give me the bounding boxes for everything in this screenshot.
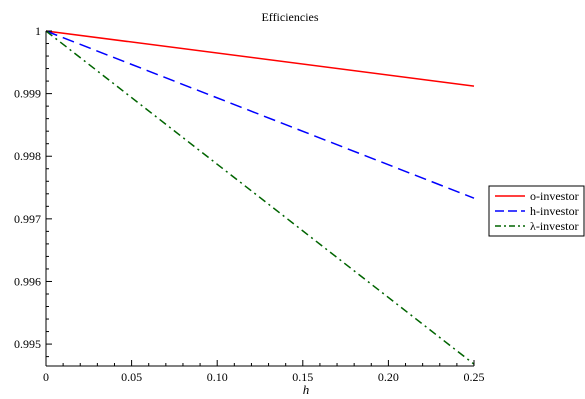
x-axis-label: h: [303, 382, 310, 397]
y-tick-label: 1: [35, 24, 41, 38]
series-line-2: [45, 30, 475, 199]
x-tick-label: 0.25: [464, 370, 485, 384]
series-layer: [45, 30, 475, 365]
x-tick-label: 0.15: [292, 370, 313, 384]
y-tick-label: 0.998: [14, 149, 41, 163]
x-axis-ticks: 0 0.05 0.10 0.15 0.20 0.25: [43, 360, 485, 384]
x-tick-label: 0.10: [207, 370, 228, 384]
y-tick-label: 0.995: [14, 337, 41, 351]
x-tick-label: 0.20: [378, 370, 399, 384]
y-tick-label: 0.997: [14, 212, 41, 226]
series-line-3: [45, 30, 475, 365]
legend-entry: λ-investor: [530, 219, 578, 233]
x-tick-label: 0: [43, 370, 49, 384]
legend-entry: h-investor: [530, 204, 579, 218]
series-line-1: [45, 30, 475, 87]
legend-box: [488, 185, 585, 237]
x-tick-label: 0.05: [121, 370, 142, 384]
chart-title: Efficiencies: [261, 10, 318, 24]
y-tick-label: 0.999: [14, 87, 41, 101]
legend-entry: o-investor: [530, 189, 579, 203]
y-axis-ticks: 0.995 0.996 0.997 0.998 0.999 1: [14, 24, 52, 358]
y-tick-label: 0.996: [14, 274, 41, 288]
axes-layer: [45, 31, 474, 367]
